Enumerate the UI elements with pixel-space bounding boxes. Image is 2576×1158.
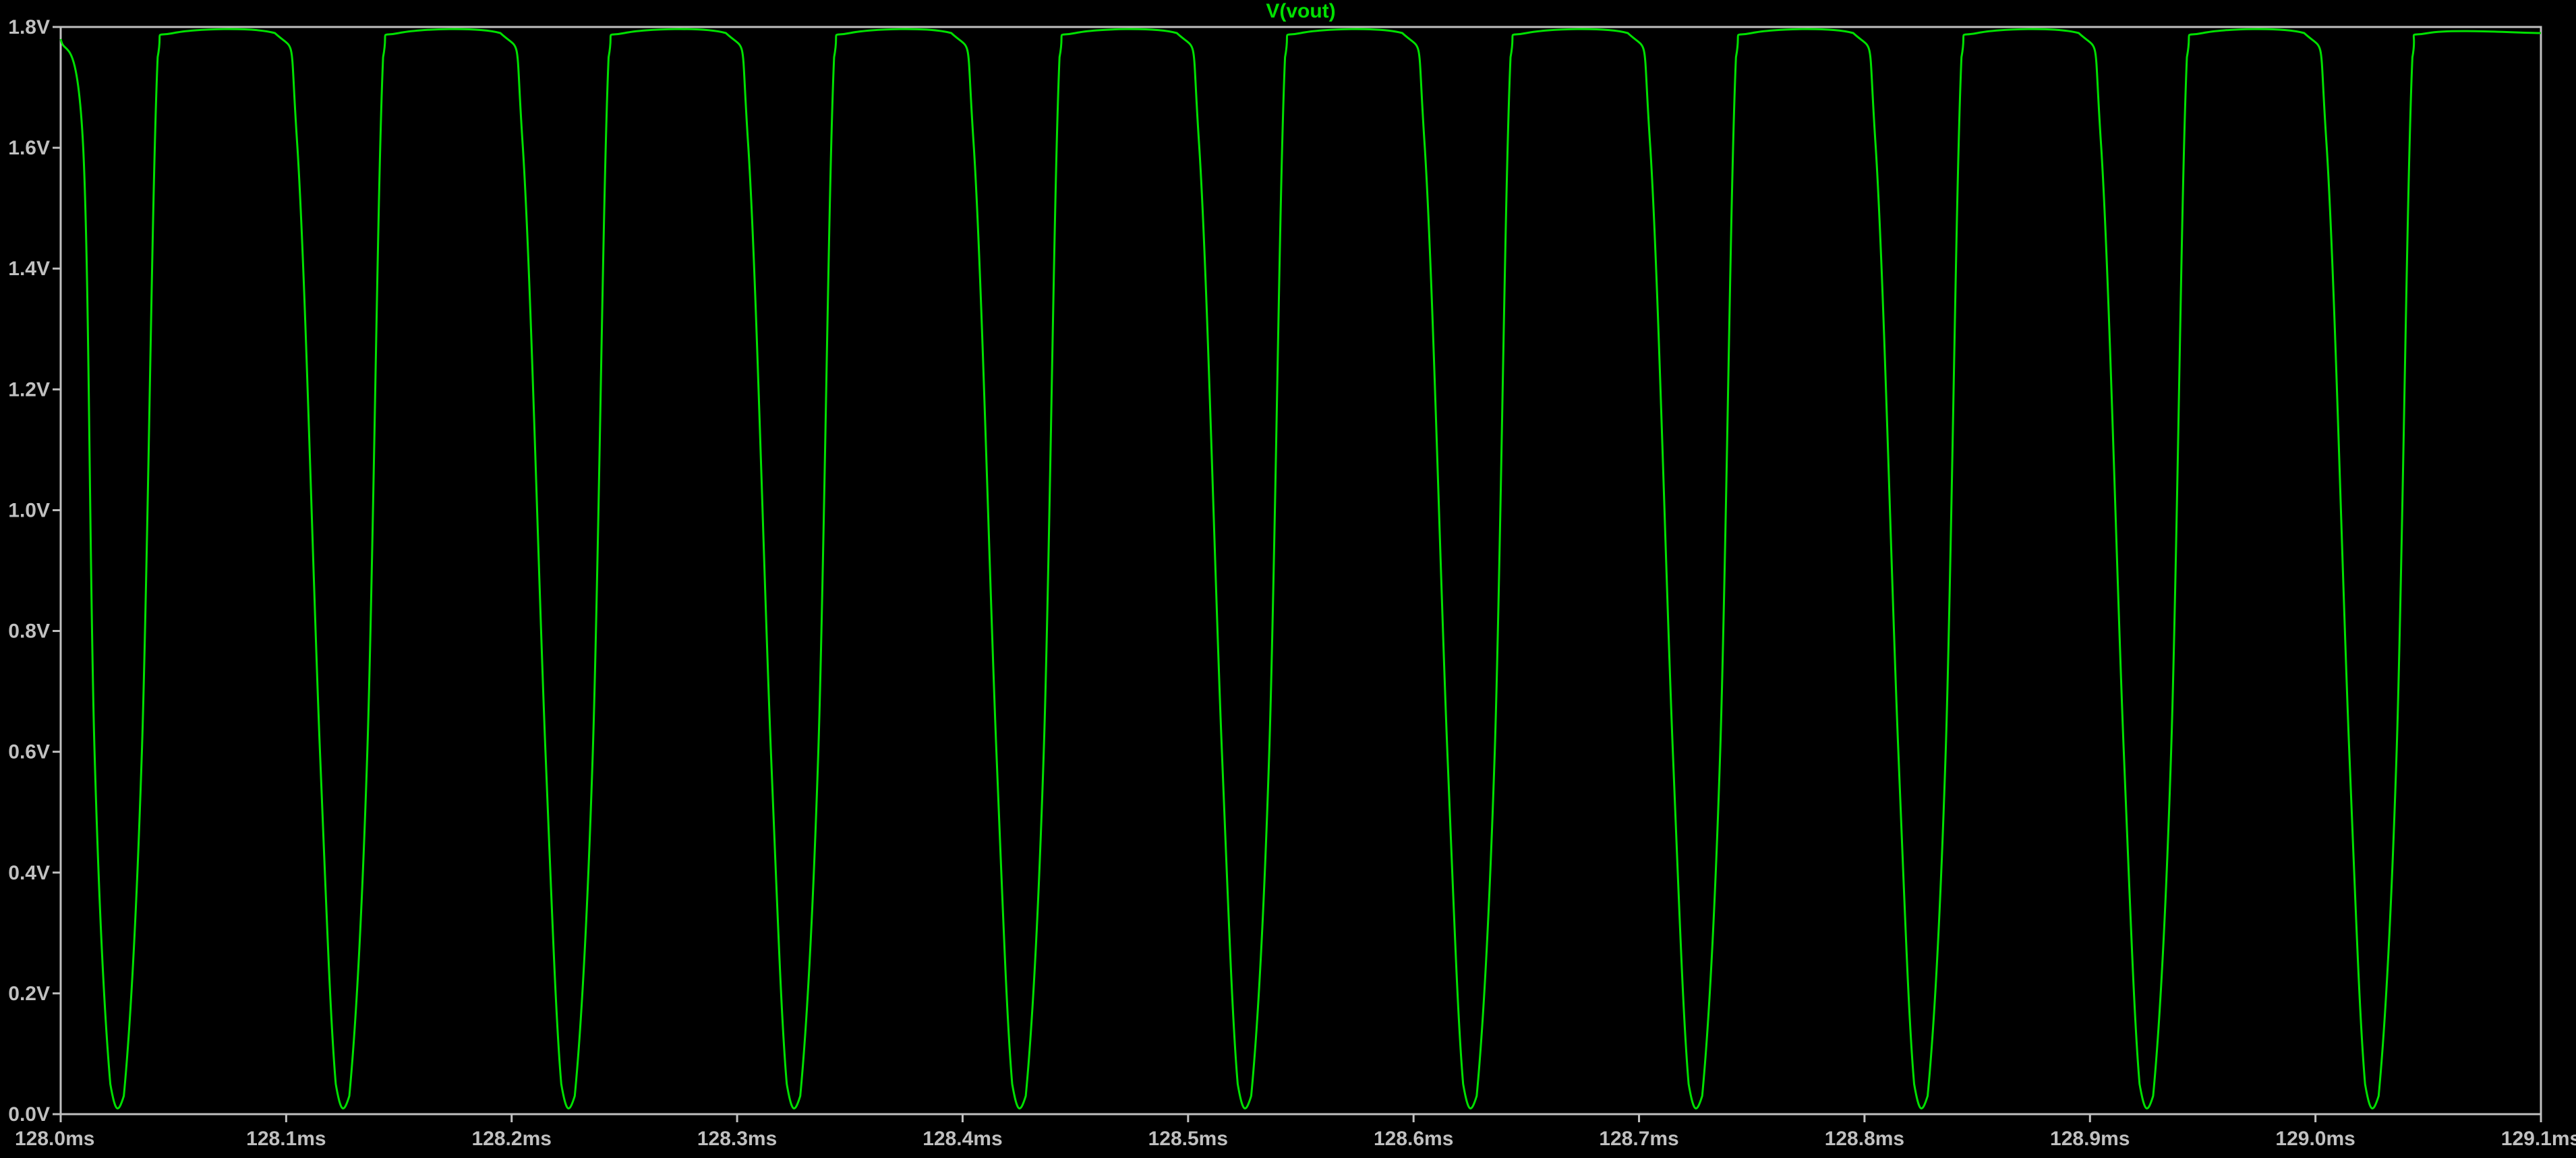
axis-ticks (53, 26, 2542, 1122)
y-tick-label: 1.0V (8, 499, 50, 521)
x-tick-label: 129.1ms (2501, 1128, 2576, 1150)
plot-frame (59, 26, 2542, 1116)
y-tick-label: 0.6V (8, 741, 50, 763)
y-tick-label: 0.8V (8, 620, 50, 643)
y-tick-label: 0.2V (8, 983, 50, 1005)
x-tick-label: 128.9ms (2050, 1128, 2130, 1150)
y-tick-label: 1.2V (8, 378, 50, 401)
x-tick-label: 128.5ms (1148, 1128, 1228, 1150)
x-tick-label: 129.0ms (2275, 1128, 2355, 1150)
y-tick-labels: 0.0V 0.2V 0.4V 0.6V 0.8V 1.0V 1.2V 1.4V 1.6V 1.8V (8, 16, 50, 1126)
x-tick-labels: 128.0ms 128.1ms 128.2ms 128.3ms 128.4ms 128.5… (15, 1128, 2576, 1150)
trace-label[interactable]: V(vout) (1266, 0, 1335, 22)
x-tick-label: 128.7ms (1599, 1128, 1678, 1150)
x-tick-label: 128.8ms (1825, 1128, 1904, 1150)
x-tick-label: 128.2ms (472, 1128, 552, 1150)
y-tick-label: 0.4V (8, 862, 50, 884)
y-tick-label: 1.8V (8, 16, 50, 38)
y-tick-label: 1.4V (8, 258, 50, 280)
x-tick-label: 128.0ms (15, 1128, 94, 1150)
x-tick-label: 128.6ms (1374, 1128, 1453, 1150)
trace-vout[interactable] (59, 28, 2542, 1109)
x-tick-label: 128.3ms (697, 1128, 777, 1150)
x-tick-label: 128.4ms (923, 1128, 1002, 1150)
y-tick-label: 1.6V (8, 137, 50, 159)
x-tick-label: 128.1ms (246, 1128, 326, 1150)
y-tick-label: 0.0V (8, 1103, 50, 1126)
